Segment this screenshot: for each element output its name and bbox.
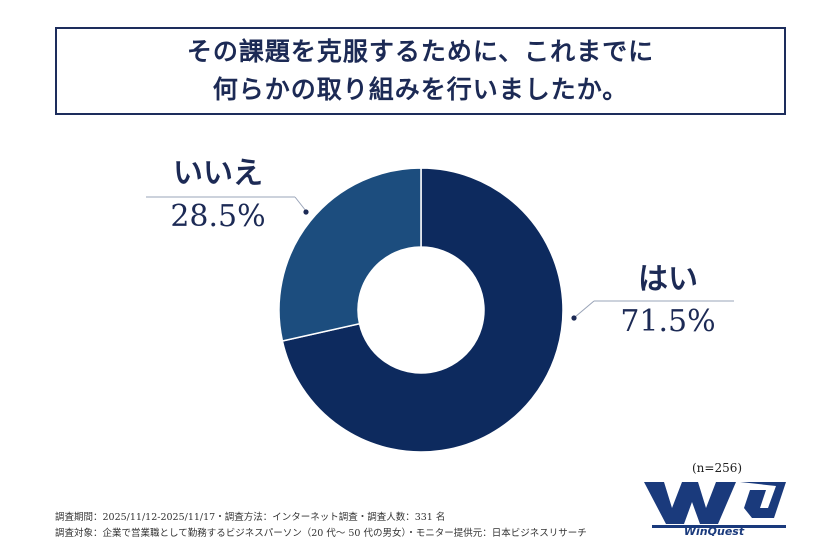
leader-dot-no [303,209,309,215]
title-line-2: 何らかの取り組みを行いましたか。 [212,75,629,104]
question-title-box: その課題を克服するために、これまでに 何らかの取り組みを行いましたか。 [55,27,786,115]
label-no-percent: 28.5% [170,199,266,234]
title-line-1: その課題を克服するために、これまでに [186,37,655,66]
logo-text: WinQuest [684,525,745,536]
slice-yes [281,167,564,453]
label-no: いいえ 28.5% [148,156,288,235]
label-yes-percent: 71.5% [620,304,716,339]
sample-size: (n=256) [692,461,743,475]
leader-dot-yes [571,315,577,321]
logo-underline [652,525,786,528]
logo-q-mark [740,482,786,518]
footnote-survey-target: 調査対象：企業で営業職として勤務するビジネスパーソン（20 代〜 50 代の男女… [55,528,587,539]
leader-line-yes-diag [574,300,595,318]
label-no-name: いいえ [173,156,263,191]
slice-no [278,167,422,342]
label-yes-name: はい [638,262,698,297]
leader-line-no-diag [294,196,307,212]
logo-w-mark [644,482,736,524]
label-yes: はい 71.5% [598,262,738,340]
winquest-logo: WinQuest [644,482,786,536]
footnote-survey-period: 調査期間：2025/11/12-2025/11/17・調査方法：インターネット調… [55,512,446,523]
